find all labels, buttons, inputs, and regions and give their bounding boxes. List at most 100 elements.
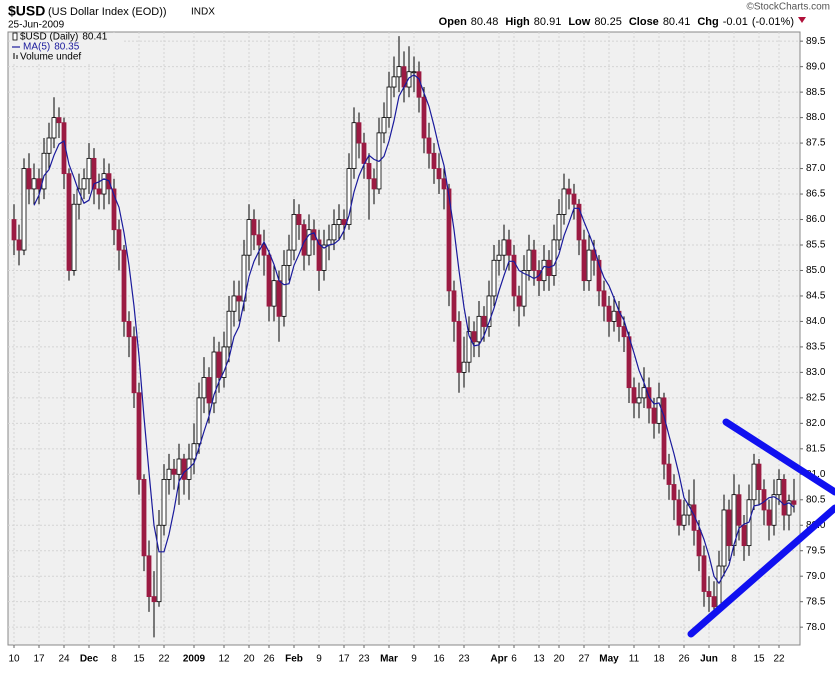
candle-body	[211, 351, 217, 404]
y-tick-label: 83.0	[806, 367, 826, 378]
candle-body	[736, 494, 742, 526]
candle-body	[441, 178, 447, 190]
x-tick-label: 17	[33, 654, 45, 665]
candle-body	[386, 86, 392, 119]
labels: 78.078.579.079.580.080.581.081.582.082.5…	[8, 36, 825, 665]
quote-label: Chg	[697, 16, 718, 28]
candle-body	[781, 478, 787, 516]
candle-body	[641, 387, 647, 399]
x-tick-label: 9	[411, 654, 417, 665]
quote-value: 80.91	[534, 16, 562, 28]
candle-body	[271, 280, 277, 307]
y-tick-label: 81.0	[806, 469, 826, 480]
candle-body	[676, 499, 682, 526]
candle-body	[71, 203, 77, 271]
candle-body	[406, 71, 412, 88]
candle-body	[11, 219, 17, 241]
candle-body	[481, 315, 487, 327]
x-tick-label: 27	[578, 654, 590, 665]
candle-body	[41, 152, 47, 190]
candle-body	[306, 229, 312, 256]
legend-label: Volume undef	[20, 52, 81, 63]
x-tick-label: 15	[753, 654, 765, 665]
candle-body	[506, 239, 512, 256]
quote-label: Open	[439, 16, 467, 28]
candle-body	[141, 478, 147, 557]
candle-body	[671, 484, 677, 501]
y-tick-label: 83.5	[806, 342, 826, 353]
quote-value: 80.25	[594, 16, 622, 28]
y-tick-label: 79.0	[806, 571, 826, 582]
legend-icon	[13, 53, 15, 59]
candle-body	[116, 229, 122, 251]
candle-body	[91, 157, 97, 190]
legend-value: 80.35	[54, 42, 79, 53]
candle-body	[226, 310, 232, 348]
candle-body	[231, 295, 237, 312]
candle-body	[526, 249, 532, 271]
candle-body	[756, 463, 762, 490]
candle-body	[471, 331, 477, 343]
symbol: $USD	[8, 3, 45, 19]
x-tick-label: Dec	[80, 654, 99, 665]
trendline	[687, 504, 835, 638]
y-tick-label: 87.5	[806, 138, 826, 149]
candle-body	[86, 157, 92, 180]
candle-body	[751, 463, 757, 501]
x-tick-label: 8	[111, 654, 117, 665]
candle-body	[206, 377, 212, 404]
x-tick-label: 9	[316, 654, 322, 665]
x-tick-label: 10	[8, 654, 20, 665]
candle-body	[651, 407, 657, 424]
candle-body	[771, 494, 777, 526]
candle-body	[631, 387, 637, 404]
x-tick-label: 20	[553, 654, 565, 665]
candle-body	[276, 280, 282, 317]
candle-body	[281, 264, 287, 317]
candle-body	[26, 168, 32, 190]
candle-body	[571, 193, 577, 205]
candle-body	[46, 137, 52, 154]
x-tick-label: 17	[338, 654, 350, 665]
candle-body	[461, 361, 467, 373]
x-tick-label: 26	[678, 654, 690, 665]
x-tick-label: 11	[629, 654, 640, 665]
legend	[12, 33, 122, 62]
candle-body	[531, 249, 537, 271]
y-tick-label: 84.5	[806, 291, 826, 302]
quote-pct: (-0.01%)	[752, 16, 794, 28]
legend-label: MA(5)	[23, 42, 50, 53]
candle-body	[476, 315, 482, 343]
candle-body	[181, 458, 187, 480]
candle-body	[586, 249, 592, 282]
candle-body	[381, 117, 387, 134]
candle-body	[51, 117, 57, 139]
x-tick-label: 23	[458, 654, 470, 665]
x-tick-label: 22	[158, 654, 170, 665]
candle-body	[391, 76, 397, 88]
candle-body	[166, 468, 172, 480]
candle-body	[371, 178, 377, 190]
candle-body	[581, 239, 587, 282]
candle-body	[261, 244, 267, 256]
candle-body	[576, 203, 582, 241]
x-tick-label: 24	[58, 654, 70, 665]
legend-value: 80.41	[82, 32, 107, 43]
candle-body	[466, 331, 472, 363]
candle-body	[66, 173, 72, 271]
y-tick-label: 82.5	[806, 393, 826, 404]
candle-body	[456, 321, 462, 373]
y-tick-label: 86.0	[806, 214, 826, 225]
grid	[8, 32, 803, 648]
quote-label: Close	[629, 16, 659, 28]
candle-body	[601, 290, 607, 307]
candle-body	[701, 555, 707, 592]
candle-body	[101, 173, 107, 195]
candle-body	[126, 321, 132, 338]
candle-body	[776, 478, 782, 496]
candle-body	[191, 443, 197, 460]
candle-body	[336, 219, 342, 226]
y-tick-label: 81.5	[806, 443, 826, 454]
candle-body	[356, 122, 362, 144]
